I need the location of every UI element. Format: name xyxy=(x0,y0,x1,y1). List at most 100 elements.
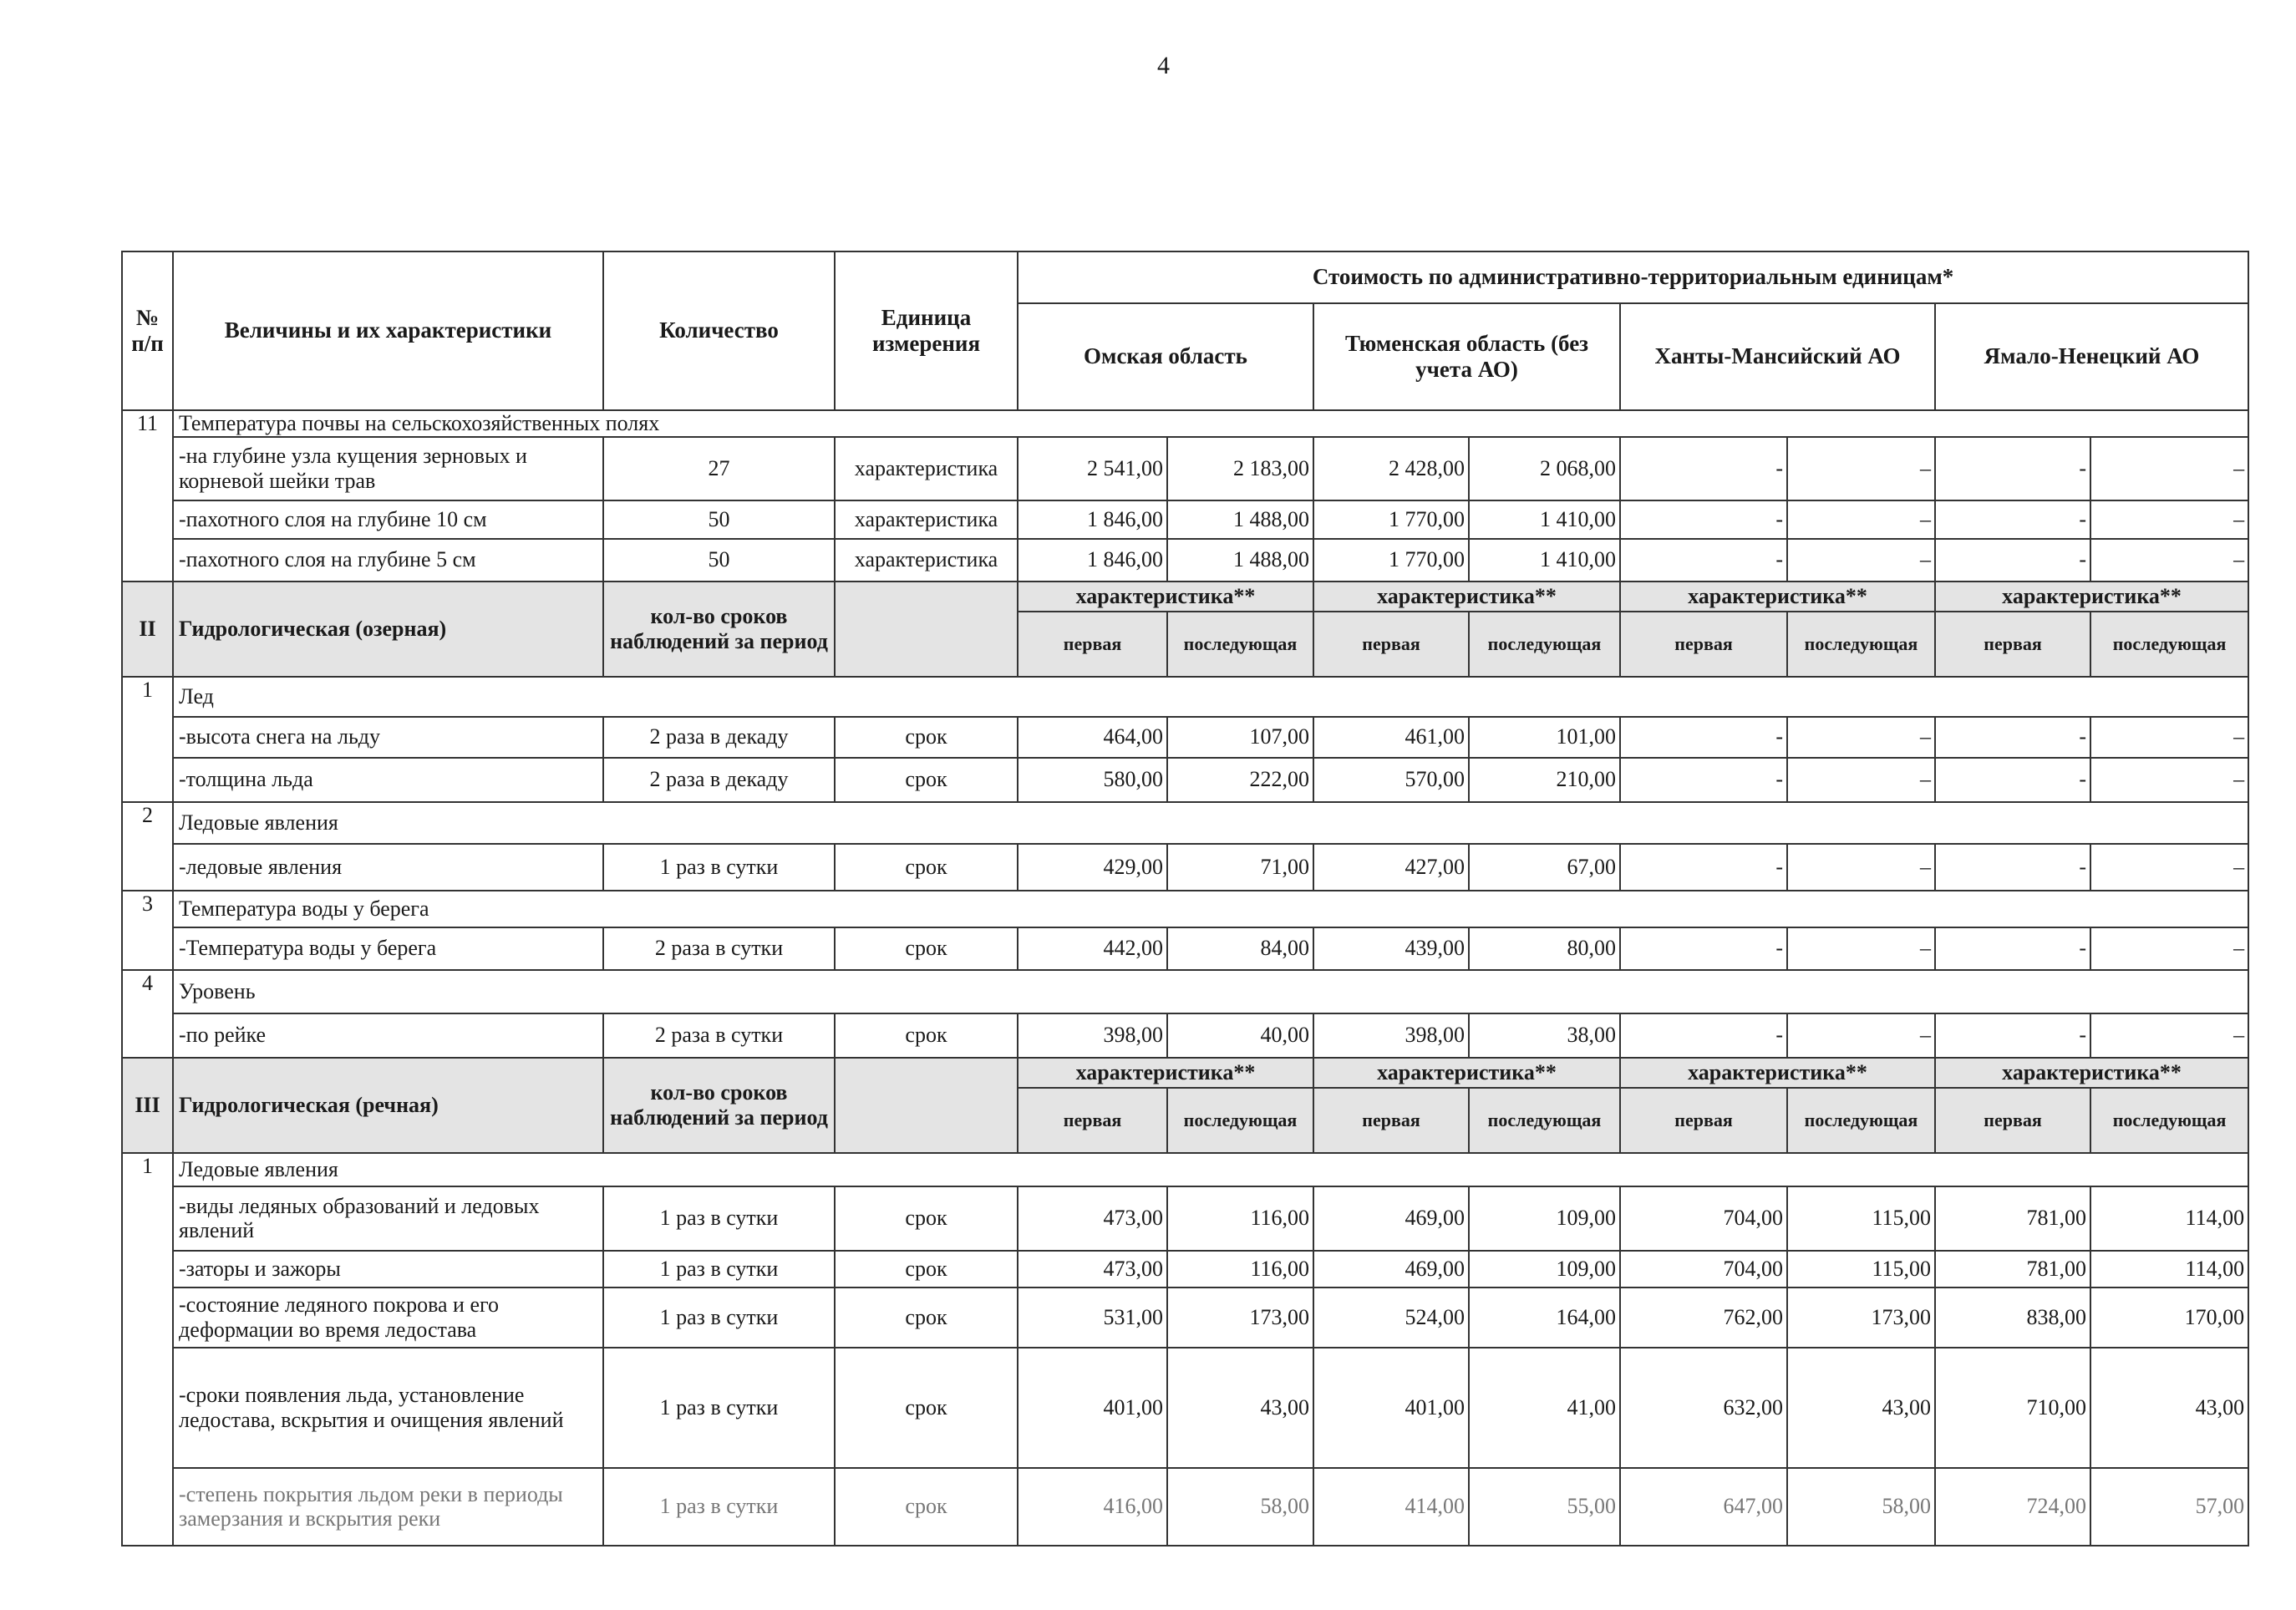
section-num: 1 xyxy=(121,1151,174,1547)
value-next: 114,00 xyxy=(2089,1185,2250,1252)
first-label: первая xyxy=(1619,1086,1788,1154)
group-header-row: III Гидрологическая (речная) кол-во срок… xyxy=(121,1056,2250,1154)
characteristic-label: характеристика** xyxy=(1933,580,2250,612)
value-next: – xyxy=(2089,499,2250,540)
value-first: 704,00 xyxy=(1619,1249,1788,1288)
section-title-row: 2 Ледовые явления xyxy=(121,800,2250,891)
value-first: - xyxy=(1619,435,1788,501)
value-next: – xyxy=(1786,715,1936,759)
table-row: -Температура воды у берега 2 раза в сутк… xyxy=(122,926,2250,971)
next-label: последующая xyxy=(1786,610,1936,678)
table-row: -степень покрытия льдом реки в периоды з… xyxy=(122,1466,2250,1547)
value-first: 704,00 xyxy=(1619,1185,1788,1252)
value-first: 416,00 xyxy=(1017,1466,1168,1547)
value-first: 414,00 xyxy=(1313,1466,1470,1547)
value-next: 41,00 xyxy=(1468,1346,1621,1469)
value-first: 570,00 xyxy=(1313,756,1470,803)
value-next: 116,00 xyxy=(1166,1185,1314,1252)
row-qty: 2 раза в сутки xyxy=(602,1012,836,1059)
group-header-row: II Гидрологическая (озерная) кол-во срок… xyxy=(121,580,2250,678)
value-first: 469,00 xyxy=(1313,1249,1470,1288)
group-num: III xyxy=(121,1056,174,1154)
value-first: - xyxy=(1619,499,1788,540)
section-title-row: 3 Температура воды у берега xyxy=(121,889,2250,971)
value-next: 43,00 xyxy=(1166,1346,1314,1469)
row-unit: характеристика xyxy=(834,537,1018,582)
table-row: -ледовые явления 1 раз в сутки срок 429,0… xyxy=(122,842,2250,891)
value-first: 442,00 xyxy=(1017,926,1168,971)
value-first: 2 541,00 xyxy=(1017,435,1168,501)
value-first: 427,00 xyxy=(1313,842,1470,891)
row-name: -степень покрытия льдом реки в периоды з… xyxy=(172,1466,604,1547)
value-next: 84,00 xyxy=(1166,926,1314,971)
value-first: - xyxy=(1934,926,2091,971)
characteristic-label: характеристика** xyxy=(1619,580,1936,612)
value-next: 1 410,00 xyxy=(1468,499,1621,540)
group-subheader-row: первая последующая первая последующая первая… xyxy=(122,610,2250,678)
value-next: 80,00 xyxy=(1468,926,1621,971)
group-subheader-row: первая последующая первая последующая первая… xyxy=(122,1086,2250,1154)
characteristic-label: характеристика** xyxy=(1017,580,1314,612)
value-next: 1 488,00 xyxy=(1166,499,1314,540)
value-first: - xyxy=(1934,499,2091,540)
row-name: -на глубине узла кущения зерновых и корн… xyxy=(172,435,604,501)
value-next: – xyxy=(2089,715,2250,759)
next-label: последующая xyxy=(1786,1086,1936,1154)
section-num: 11 xyxy=(121,409,174,582)
value-next: – xyxy=(2089,1012,2250,1059)
value-next: 173,00 xyxy=(1786,1286,1936,1348)
header-qty: Количество xyxy=(602,251,836,411)
value-first: 469,00 xyxy=(1313,1185,1470,1252)
value-next: – xyxy=(1786,537,1936,582)
value-first: - xyxy=(1934,842,2091,891)
value-first: - xyxy=(1934,756,2091,803)
value-first: - xyxy=(1619,537,1788,582)
value-next: 1 410,00 xyxy=(1468,537,1621,582)
first-label: первая xyxy=(1313,1086,1470,1154)
table-row: -на глубине узла кущения зерновых и корн… xyxy=(122,435,2250,501)
header-region-omsk: Омская область xyxy=(1017,302,1314,411)
value-first: 429,00 xyxy=(1017,842,1168,891)
table-row: -высота снега на льду 2 раза в декаду ср… xyxy=(122,715,2250,759)
characteristic-label: характеристика** xyxy=(1017,1056,1314,1089)
row-unit: срок xyxy=(834,715,1018,759)
header-unit: Единица измерения xyxy=(834,251,1018,411)
value-first: 1 770,00 xyxy=(1313,537,1470,582)
value-next: 164,00 xyxy=(1468,1286,1621,1348)
section-title: Температура воды у берега xyxy=(171,889,2250,928)
section-title: Температура почвы на сельскохозяйственны… xyxy=(171,409,2250,438)
row-unit: срок xyxy=(834,1286,1018,1348)
row-name: -пахотного слоя на глубине 10 см xyxy=(172,499,604,540)
row-unit: срок xyxy=(834,1466,1018,1547)
value-first: 461,00 xyxy=(1313,715,1470,759)
value-next: – xyxy=(2089,926,2250,971)
row-qty: 1 раз в сутки xyxy=(602,1286,836,1348)
table-row: -пахотного слоя на глубине 5 см 50 харак… xyxy=(122,537,2250,582)
row-qty: 1 раз в сутки xyxy=(602,842,836,891)
value-first: 398,00 xyxy=(1017,1012,1168,1059)
next-label: последующая xyxy=(1468,1086,1621,1154)
first-label: первая xyxy=(1017,610,1168,678)
table-row: -сроки появления льда, установление ледо… xyxy=(122,1346,2250,1469)
row-name: -заторы и зажоры xyxy=(172,1249,604,1288)
value-next: 114,00 xyxy=(2089,1249,2250,1288)
table-body: 11 Температура почвы на сельскохозяйстве… xyxy=(121,409,2250,1547)
section-num: 3 xyxy=(121,889,174,971)
row-qty: 1 раз в сутки xyxy=(602,1466,836,1547)
value-first: 781,00 xyxy=(1934,1185,2091,1252)
row-qty: 1 раз в сутки xyxy=(602,1249,836,1288)
next-label: последующая xyxy=(2089,610,2250,678)
first-label: первая xyxy=(1934,1086,2091,1154)
value-next: – xyxy=(1786,1012,1936,1059)
value-first: 464,00 xyxy=(1017,715,1168,759)
value-next: 116,00 xyxy=(1166,1249,1314,1288)
group-title: Гидрологическая (речная) xyxy=(172,1056,604,1154)
section-title: Лед xyxy=(171,675,2250,718)
header-name: Величины и их характеристики xyxy=(172,251,604,411)
next-label: последующая xyxy=(1166,1086,1314,1154)
row-unit: срок xyxy=(834,1185,1018,1252)
value-next: – xyxy=(1786,756,1936,803)
value-first: 1 846,00 xyxy=(1017,499,1168,540)
characteristic-label: характеристика** xyxy=(1313,1056,1621,1089)
group-unit-blank xyxy=(834,580,1018,678)
